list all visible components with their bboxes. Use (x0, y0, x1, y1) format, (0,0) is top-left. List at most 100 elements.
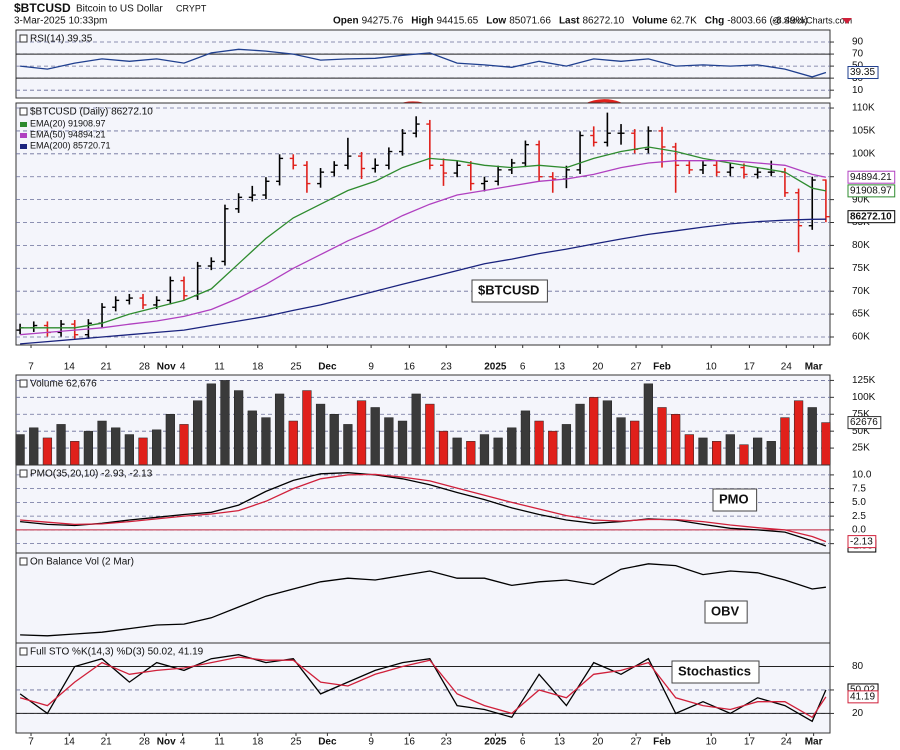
value-flag (847, 210, 896, 224)
series-line (20, 48, 827, 78)
panel (15, 552, 831, 644)
legend-swatch (20, 122, 27, 127)
value-flag (847, 66, 879, 80)
annotation-box (471, 279, 548, 303)
value-flag-label: 94894.21 (850, 172, 892, 183)
volume-bar (179, 424, 189, 466)
panel-title: On Balance Vol (2 Mar) (30, 557, 134, 568)
symbol: $BTCUSD (14, 1, 71, 15)
volume-bar (493, 437, 503, 466)
panel-title: $BTCUSD (Daily) 86272.10 (30, 107, 153, 118)
y-tick-label: 70 (852, 49, 864, 60)
volume-bar (370, 407, 380, 466)
x-tick-label: 14 (64, 737, 76, 748)
y-tick-label: 70K (852, 286, 870, 297)
value-flag (847, 170, 896, 184)
volume-bar (302, 390, 312, 466)
y-tick-label: 80 (852, 661, 864, 672)
volume-bar (616, 417, 626, 466)
x-tick-label: 20 (592, 362, 604, 373)
volume-bar (220, 380, 230, 466)
y-tick-label: 100K (852, 148, 876, 159)
y-tick-label: 20 (852, 708, 864, 719)
volume-bar (315, 403, 326, 466)
quote-label: Open (333, 16, 359, 27)
title-icon (19, 379, 28, 388)
x-tick-label: 16 (404, 737, 416, 748)
volume-bar (425, 403, 435, 466)
volume-bar (684, 434, 694, 466)
value-flag-label: 39.35 (850, 67, 875, 78)
panel (15, 29, 831, 99)
x-tick-label: 24 (781, 362, 793, 373)
panel-title: PMO(35,20,10) -2.93, -2.13 (30, 469, 153, 480)
x-tick-label: 27 (630, 737, 642, 748)
x-tick-label: 17 (744, 737, 756, 748)
quote-label: Low (486, 16, 506, 27)
y-tick-label: 25K (852, 443, 870, 454)
volume-bar (83, 430, 94, 466)
panel-title: Full STO %K(14,3) %D(3) 50.02, 41.19 (30, 647, 204, 658)
volume-bar (520, 410, 531, 466)
x-tick-label: 18 (252, 737, 264, 748)
y-tick-label: 125K (852, 375, 876, 386)
value-flag-label: 62676 (850, 417, 878, 428)
volume-bar (356, 400, 367, 466)
volume-bar (97, 420, 107, 466)
annotation-box (704, 600, 748, 624)
annotation: Stochastics (678, 663, 751, 678)
x-tick-label: Feb (653, 737, 671, 748)
x-tick-label: Dec (318, 737, 337, 748)
x-tick-label: Feb (653, 362, 671, 373)
y-tick-label: 90 (852, 37, 864, 48)
volume-bar (397, 420, 408, 466)
quote-value: 85071.66 (509, 16, 551, 27)
y-tick-label: 75K (852, 263, 870, 274)
y-tick-label: 75K (852, 409, 870, 420)
y-tick-label: 0.0 (852, 525, 866, 536)
volume-bar (589, 397, 599, 466)
value-flag-label: 91908.97 (850, 186, 892, 197)
value-flag-label: 41.19 (850, 691, 875, 702)
annotation-box (671, 660, 760, 684)
volume-bar (712, 441, 722, 466)
x-tick-label: 27 (630, 362, 642, 373)
volume-bar (206, 383, 216, 466)
series-line (20, 218, 826, 345)
value-flag (847, 416, 882, 430)
volume-bar (261, 417, 271, 466)
y-tick-label: 5.0 (852, 497, 866, 508)
x-tick-label: 23 (441, 362, 453, 373)
x-tick-label: Nov (157, 362, 176, 373)
volume-bar (152, 429, 162, 466)
series-line (20, 146, 827, 329)
x-tick-label: 7 (28, 737, 34, 748)
legend-entry: EMA(50) 94894.21 (30, 129, 106, 139)
volume-bar (807, 407, 817, 466)
symbol-name: Bitcoin to US Dollar (76, 4, 163, 15)
value-flag-label: 86272.10 (850, 211, 892, 222)
volume-bar (111, 427, 121, 466)
value-flag-label: -2.13 (850, 536, 873, 547)
volume-bar (602, 400, 612, 466)
title-icon (19, 469, 28, 478)
x-tick-label: 11 (214, 737, 225, 748)
title-icon (19, 557, 28, 566)
quote-value: 62.7K (671, 16, 697, 27)
volume-bar (124, 434, 134, 466)
volume-bar (411, 393, 421, 466)
x-tick-label: 21 (101, 362, 113, 373)
series-line (19, 656, 827, 719)
legend-swatch (20, 144, 27, 149)
value-flag (847, 184, 896, 198)
value-flag (847, 690, 879, 704)
x-tick-label: 6 (520, 362, 526, 373)
volume-bar (793, 400, 804, 466)
volume-bar (438, 430, 449, 466)
volume-bar (534, 420, 544, 466)
y-tick-label: 65K (852, 309, 870, 320)
volume-bar (657, 407, 667, 466)
series-line (19, 654, 827, 723)
